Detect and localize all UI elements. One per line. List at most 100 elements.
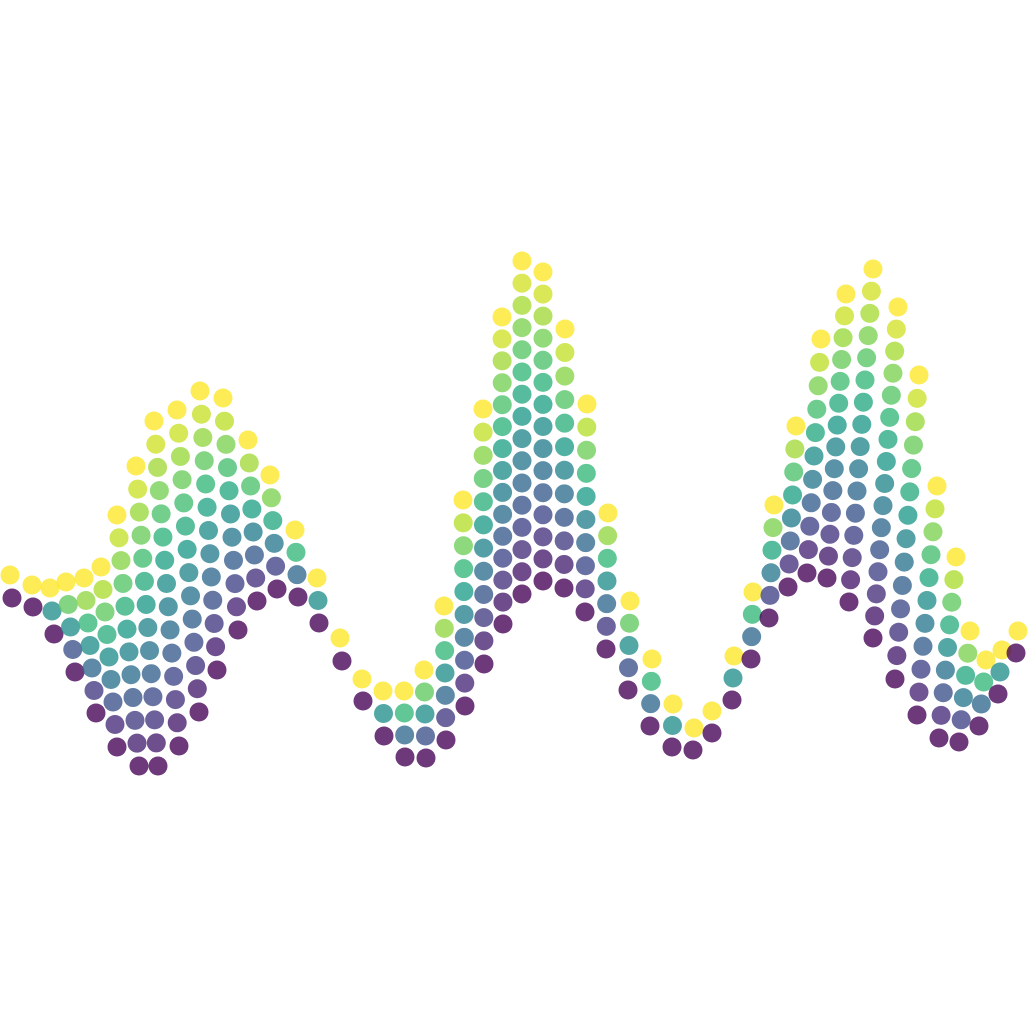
dot (512, 273, 532, 293)
dot (883, 363, 903, 383)
dot (492, 439, 512, 459)
dot (555, 390, 575, 410)
dot (140, 641, 160, 661)
dot (474, 608, 494, 628)
dot (841, 570, 861, 590)
dot (990, 662, 1010, 682)
dot (241, 476, 261, 496)
dot (512, 451, 532, 471)
dot (374, 726, 394, 746)
dot (618, 680, 638, 700)
dot (200, 544, 220, 564)
dot (861, 281, 881, 301)
dot (56, 572, 76, 592)
dot (907, 705, 927, 725)
dot (925, 499, 945, 519)
dot (576, 533, 596, 553)
dot (875, 474, 895, 494)
dot (575, 579, 595, 599)
dot (827, 415, 847, 435)
dot (512, 517, 532, 537)
dot (971, 694, 991, 714)
dot (40, 578, 60, 598)
dot (115, 596, 135, 616)
dot (779, 554, 799, 574)
dot (512, 251, 532, 271)
dot (857, 348, 877, 368)
dot (213, 388, 233, 408)
dot (909, 682, 929, 702)
dot (512, 584, 532, 604)
dot (146, 733, 166, 753)
dot (847, 481, 867, 501)
dot (533, 262, 553, 282)
dot (844, 525, 864, 545)
dot (206, 637, 226, 657)
dot (454, 582, 474, 602)
dot (887, 646, 907, 666)
dot (133, 548, 153, 568)
dot (811, 329, 831, 349)
dot (155, 550, 175, 570)
dot (762, 540, 782, 560)
dot (927, 476, 947, 496)
dot (871, 518, 891, 538)
dot (946, 547, 966, 567)
dot (620, 613, 639, 633)
dot (157, 574, 176, 593)
dot (663, 694, 683, 714)
dot (760, 585, 780, 605)
dot (597, 594, 617, 614)
dot (878, 429, 898, 449)
dot (179, 563, 199, 583)
dot (0, 565, 20, 585)
dot (193, 428, 213, 447)
dot (149, 481, 169, 501)
dot (759, 608, 779, 628)
dot (143, 687, 163, 707)
dot (415, 682, 434, 702)
dot (554, 531, 574, 551)
dot (435, 641, 455, 661)
dot (263, 511, 283, 531)
dot (332, 651, 352, 671)
dot (129, 756, 149, 776)
dot (145, 710, 165, 730)
dot (414, 660, 434, 680)
dot (784, 462, 804, 482)
dot (22, 575, 42, 595)
dot (95, 602, 115, 622)
dot (23, 597, 43, 617)
dot (473, 469, 493, 489)
dot (876, 451, 896, 471)
dot (492, 373, 512, 393)
dot (896, 529, 916, 549)
dot (199, 521, 218, 540)
dot (873, 496, 893, 516)
dot (128, 479, 148, 499)
dot (111, 551, 131, 571)
dot (880, 407, 900, 427)
dot (575, 602, 595, 622)
dot (512, 362, 532, 382)
dot (76, 591, 96, 610)
dot (204, 614, 224, 633)
dot (917, 591, 937, 610)
dot (855, 370, 875, 390)
dot (222, 527, 242, 547)
dot (891, 599, 911, 619)
dot (242, 499, 262, 519)
dot (596, 616, 616, 636)
dot (492, 351, 512, 371)
dot (260, 465, 280, 485)
dot (953, 688, 973, 708)
dot (907, 388, 927, 408)
dot (786, 416, 806, 436)
dot (866, 584, 886, 604)
dot (833, 328, 853, 348)
dot (493, 482, 513, 502)
dot (151, 504, 171, 524)
dot (533, 461, 553, 481)
dot (186, 656, 206, 676)
